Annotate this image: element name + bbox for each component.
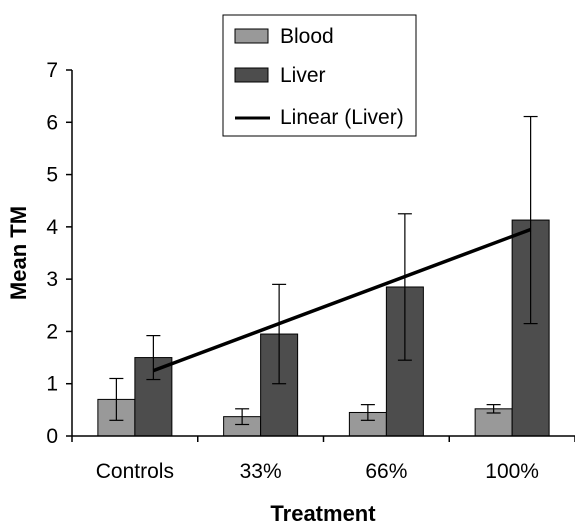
legend: Blood Liver Linear (Liver) xyxy=(222,14,417,137)
legend-label-liver: Liver xyxy=(280,64,326,87)
y-tick-label: 6 xyxy=(46,111,58,134)
y-tick-label: 7 xyxy=(46,59,58,82)
x-tick-label: 100% xyxy=(485,460,539,483)
error-bar-liver xyxy=(272,283,287,385)
error-bar-liver xyxy=(146,335,161,381)
y-tick-label: 0 xyxy=(46,425,58,448)
error-bar-blood xyxy=(235,408,250,426)
error-bar-blood xyxy=(109,377,124,421)
legend-swatch-liver xyxy=(234,67,269,83)
y-axis-title: Mean TM xyxy=(6,206,31,300)
legend-label-blood: Blood xyxy=(280,25,334,48)
x-ticks: Controls 33% 66% 100% xyxy=(71,436,575,483)
y-tick-label: 2 xyxy=(46,320,58,343)
x-tick-label: 66% xyxy=(365,460,407,483)
legend-swatch-blood xyxy=(234,28,269,44)
plot-area xyxy=(97,115,550,437)
x-axis-title: Treatment xyxy=(270,501,376,526)
x-tick-label: 33% xyxy=(240,460,282,483)
trendline-liver xyxy=(152,227,532,373)
error-bar-liver xyxy=(397,213,412,361)
error-bar-blood xyxy=(486,404,501,414)
y-tick-label: 5 xyxy=(46,164,58,187)
y-tick-label: 3 xyxy=(46,268,58,291)
error-bar-blood xyxy=(360,404,375,421)
legend-label-linear: Linear (Liver) xyxy=(280,106,404,129)
x-tick-label: Controls xyxy=(96,460,174,483)
y-tick-label: 4 xyxy=(46,216,58,239)
y-ticks: 0 1 2 3 4 5 6 7 xyxy=(46,59,72,448)
error-bar-liver xyxy=(523,115,538,325)
y-tick-label: 1 xyxy=(46,373,58,396)
